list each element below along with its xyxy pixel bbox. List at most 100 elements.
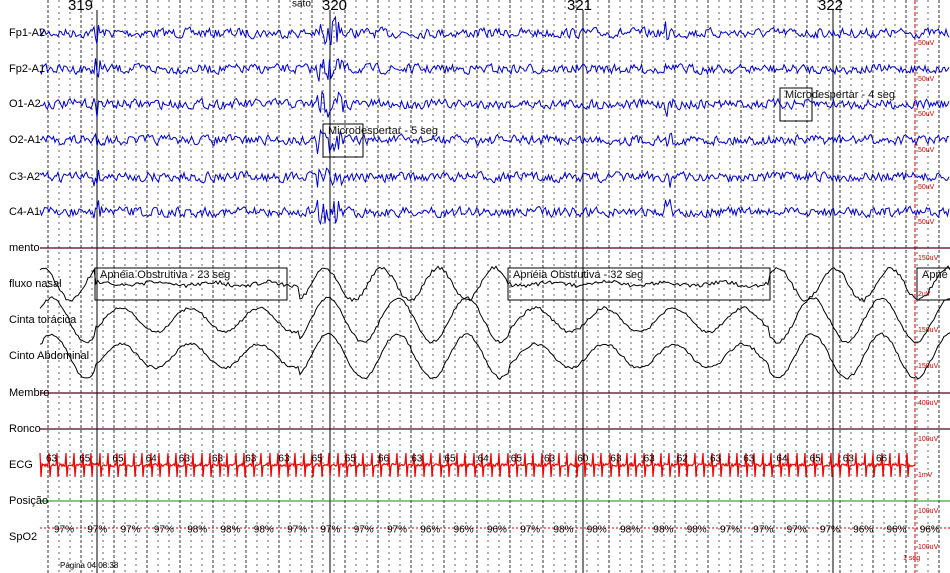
channel-label: O2-A1 [9, 134, 41, 146]
annotation-box [779, 87, 813, 122]
eeg-trace [39, 90, 950, 118]
eeg-trace [39, 58, 950, 82]
heart-rate: 63 [179, 454, 191, 465]
channel-label: fluxo nasal [9, 278, 62, 290]
scale-label: 50uV [918, 111, 935, 118]
channel-label: SpO2 [9, 531, 37, 543]
annotation-box [322, 123, 364, 158]
spo2-value: 97% [121, 525, 141, 536]
heart-rate: 63 [46, 454, 58, 465]
resp-trace [39, 332, 950, 380]
scale-label: 150uV [918, 255, 939, 262]
grid [47, 0, 940, 573]
annotation-label: Microdespertar - 4 seg [785, 89, 895, 101]
spo2-value: 97% [820, 525, 840, 536]
channel-label: Cinta torácica [9, 314, 77, 326]
spo2-value: 97% [287, 525, 307, 536]
heart-rate: 65 [312, 454, 324, 465]
spo2-value: 98% [254, 525, 274, 536]
heart-rate: 66 [378, 454, 390, 465]
heart-rate: 63 [411, 454, 423, 465]
heart-rate: 63 [743, 454, 755, 465]
scale-label: 100uV [918, 544, 939, 551]
heart-rate: 65 [345, 454, 357, 465]
heart-rate: 63 [710, 454, 722, 465]
spo2-value: 96% [853, 525, 873, 536]
heart-rate: 62 [677, 454, 689, 465]
channel-label: ECG [9, 459, 33, 471]
heart-rate: 64 [776, 454, 788, 465]
channel-label: Ronco [9, 423, 41, 435]
spo2-value: 98% [620, 525, 640, 536]
heart-rate: 65 [112, 454, 124, 465]
heart-rate: 63 [544, 454, 556, 465]
channel-label: C3-A2 [9, 171, 40, 183]
channel-label: C4-A1 [9, 206, 40, 218]
channel-label: Posição [9, 495, 48, 507]
epoch-number: 322 [818, 0, 843, 14]
annotation-box [94, 267, 288, 301]
eeg-trace [39, 15, 950, 46]
heart-rate: 63 [843, 454, 855, 465]
spo2-value: 98% [587, 525, 607, 536]
channel-label: Membro [9, 387, 49, 399]
spo2-value: 98% [653, 525, 673, 536]
channel-label: Fp2-A1 [9, 63, 45, 75]
epoch-number: 320 [322, 0, 347, 14]
annotation-box [916, 267, 950, 301]
waveforms [39, 15, 950, 529]
spo2-value: 96% [420, 525, 440, 536]
channel-label: Fp1-A2 [9, 27, 45, 39]
heart-rate: 63 [245, 454, 257, 465]
annotation-label: Microdespertar - 5 seg [328, 125, 438, 137]
scale-label: 150uV [918, 327, 939, 334]
spo2-value: 97% [753, 525, 773, 536]
heart-rate: 63 [644, 454, 656, 465]
heart-rate: 65 [444, 454, 456, 465]
epoch-number: 321 [567, 0, 592, 14]
heart-rate: 63 [610, 454, 622, 465]
spo2-value: 98% [687, 525, 707, 536]
spo2-value: 97% [320, 525, 340, 536]
scale-label: 100uV [918, 436, 939, 443]
scale-label: 400uV [918, 400, 939, 407]
scale-label: 50uV [918, 147, 935, 154]
spo2-value: 97% [787, 525, 807, 536]
spo2-value: 97% [387, 525, 407, 536]
page-footer: Página 04:08:38 [60, 561, 119, 570]
scale-label: 50uV [918, 40, 935, 47]
annotation-label: Apnéia Obstrutiva - 32 seg [513, 269, 643, 281]
channel-label: Cinto Abdominal [9, 350, 89, 362]
scale-label: 1mV [918, 472, 933, 479]
scale-label: 100uV [918, 508, 939, 515]
spo2-value: 96% [454, 525, 474, 536]
top-note: sato [292, 0, 311, 10]
eeg-trace [39, 199, 950, 226]
heart-rate: 64 [478, 454, 490, 465]
spo2-value: 97% [354, 525, 374, 536]
annotation-label: Apnéia Obstrutiva - 23 seg [100, 269, 230, 281]
spo2-value: 96% [487, 525, 507, 536]
scale-label: 50uV [918, 184, 935, 191]
resp-trace [39, 296, 950, 344]
resp-trace [39, 265, 950, 303]
annotation-box [507, 267, 771, 301]
scale-label: 2uV [918, 291, 931, 298]
spo2-value: 97% [87, 525, 107, 536]
epoch-number: 319 [68, 0, 93, 14]
scale-label: 50uV [918, 76, 935, 83]
heart-rate: 65 [79, 454, 91, 465]
spo2-value: 97% [54, 525, 74, 536]
heart-rate: 64 [146, 454, 158, 465]
annotation-label: Apné [922, 269, 948, 281]
ecg-trace [39, 452, 916, 478]
eeg-trace [39, 167, 950, 188]
spo2-value: 98% [554, 525, 574, 536]
heart-rate: 60 [577, 454, 589, 465]
heart-rate: 65 [511, 454, 523, 465]
scale-label: 150uV [918, 363, 939, 370]
spo2-value: 97% [720, 525, 740, 536]
spo2-value: 98% [221, 525, 241, 536]
